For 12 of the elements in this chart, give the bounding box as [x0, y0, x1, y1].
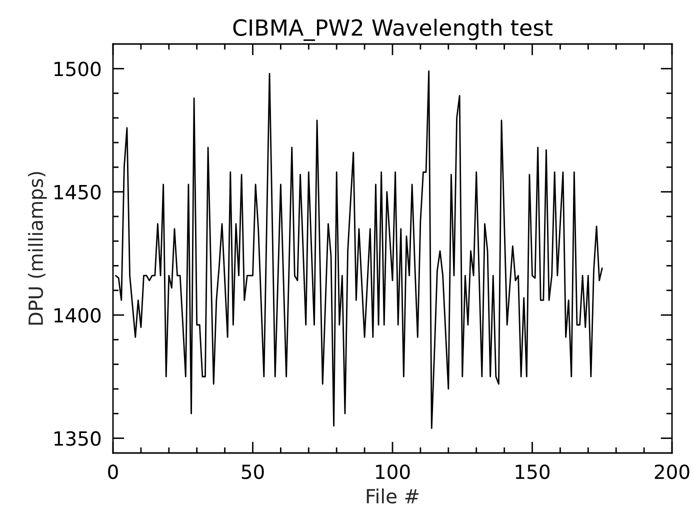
x-tick-label: 100 [376, 464, 410, 480]
x-tick-label: 150 [516, 464, 550, 480]
y-tick-label: 1450 [54, 184, 101, 200]
chart-title: CIBMA_PW2 Wavelength test [233, 18, 552, 41]
y-tick-label: 1350 [54, 431, 101, 446]
x-tick-label: 200 [654, 464, 690, 480]
y-tick-label: 1500 [54, 62, 101, 76]
y-axis-title: DPU (milliamps) [28, 172, 47, 325]
x-axis-title: File # [366, 488, 419, 504]
x-tick-label: 50 [242, 464, 264, 480]
y-tick-label: 1400 [54, 308, 101, 323]
x-tick-label: 0 [108, 464, 118, 480]
